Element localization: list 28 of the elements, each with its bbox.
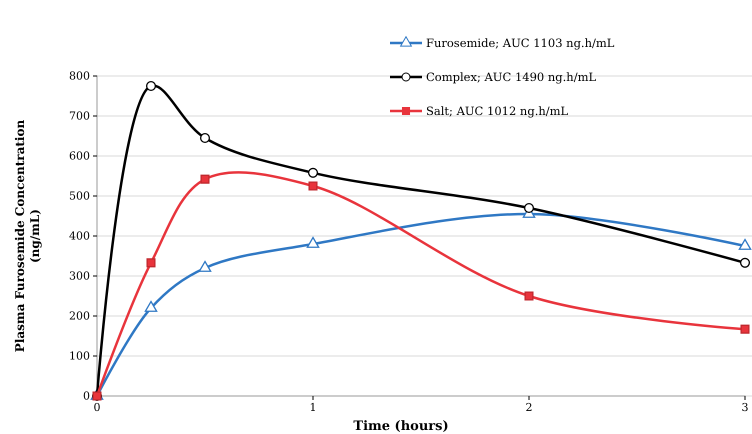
point [740,324,750,334]
x-axis-title: Time (hours) [353,419,449,434]
y-tick-label: 400 [69,230,90,243]
point [740,258,750,268]
x-tick-label: 0 [94,400,100,414]
point [200,174,210,184]
x-tick-label: 3 [742,400,748,414]
point [308,168,318,178]
y-tick-label: 200 [69,310,90,323]
point [146,80,156,92]
x-tick-label: 1 [310,400,316,414]
y-tick-label: 300 [69,270,90,283]
point [524,202,534,214]
point [146,258,156,268]
legend-label: Furosemide; AUC 1103 ng.h/mL [426,36,615,50]
point [200,132,210,144]
y-tick-label: 100 [69,350,90,363]
y-tick-label: 600 [69,150,90,163]
y-tick-label: 500 [69,190,90,203]
point [524,291,534,301]
y-axis-title: Plasma Furosemide Concentration (ng/mL) [13,120,42,352]
point [308,181,318,191]
x-tick-label: 2 [526,400,532,414]
y-tick-label: 800 [69,70,90,83]
y-tick-label: 0 [83,390,90,403]
y-tick-label: 700 [69,110,90,123]
legend-label: Salt; AUC 1012 ng.h/mL [426,104,569,118]
legend-label: Complex; AUC 1490 ng.h/mL [426,70,596,84]
